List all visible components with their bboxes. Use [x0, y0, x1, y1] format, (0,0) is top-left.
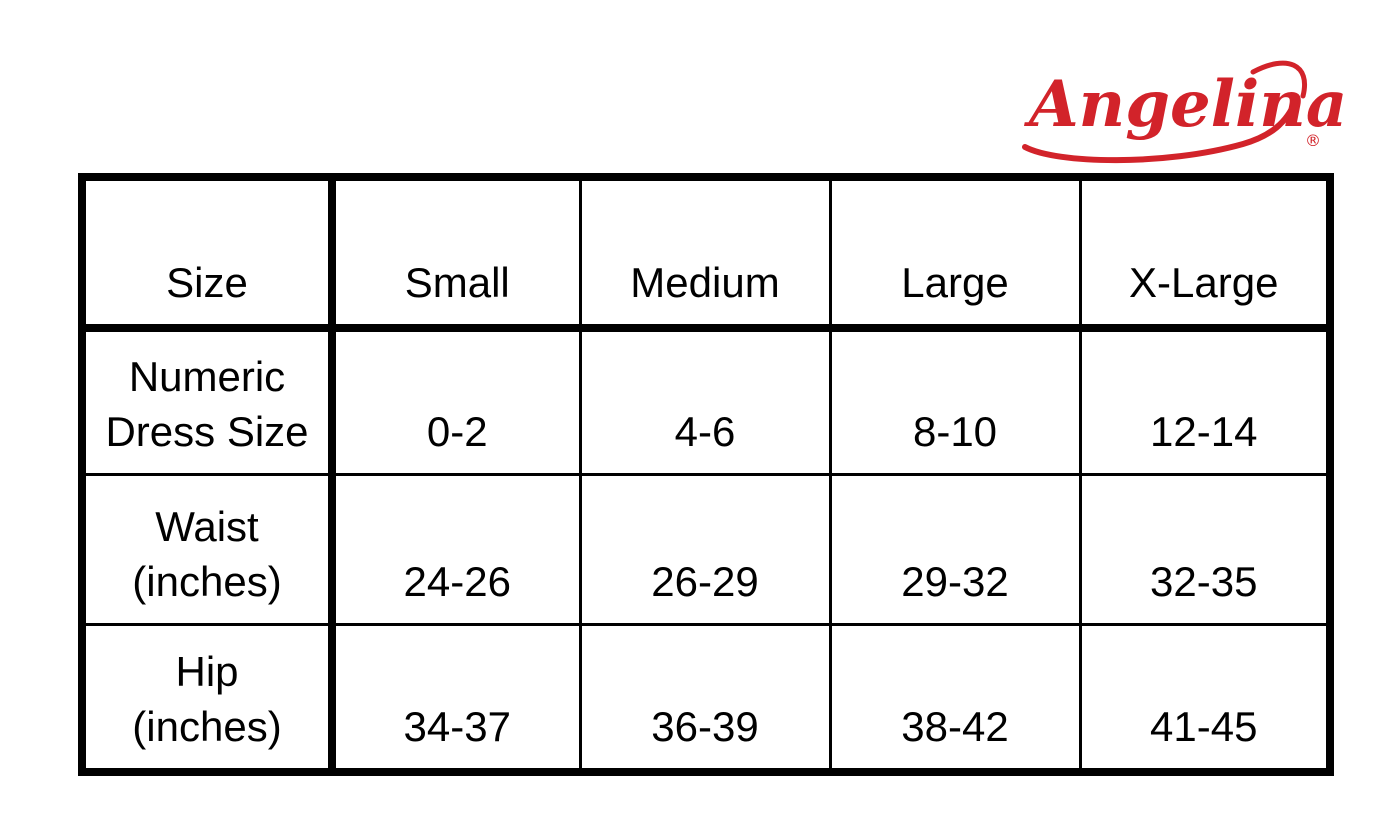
- header-row: Size Small Medium Large X-Large: [80, 175, 1332, 332]
- row-label-line: (inches): [132, 703, 282, 750]
- value-cell: 38-42: [828, 622, 1082, 774]
- column-header-large: Large: [828, 175, 1082, 332]
- table-row-numeric-dress-size: Numeric Dress Size 0-2 4-6 8-10 12-14: [80, 326, 1332, 476]
- value-cell: 29-32: [828, 472, 1082, 626]
- logo-over-flourish: [1250, 60, 1307, 99]
- row-label-waist: Waist (inches): [80, 472, 336, 626]
- row-label-line: Dress Size: [105, 407, 309, 455]
- column-header-small: Small: [330, 175, 582, 332]
- table-row-hip: Hip (inches) 34-37 36-39 38-42 41-45: [80, 622, 1332, 774]
- column-header-x-large: X-Large: [1078, 175, 1332, 332]
- row-label-line: (inches): [132, 557, 282, 605]
- row-label-hip: Hip (inches): [80, 622, 336, 774]
- row-label-line: Numeric: [128, 352, 286, 400]
- row-label-line: Waist: [155, 502, 259, 550]
- value-cell: 24-26: [330, 472, 582, 626]
- registered-trademark-icon: ®: [1305, 131, 1321, 150]
- angelina-logo-graphic: Angelina ®: [1022, 60, 1347, 164]
- value-cell: 8-10: [828, 326, 1082, 476]
- value-cell: 32-35: [1078, 472, 1332, 626]
- table-row-waist: Waist (inches) 24-26 26-29 29-32 32-35: [80, 472, 1332, 626]
- value-cell: 12-14: [1078, 326, 1332, 476]
- value-cell: 34-37: [330, 622, 582, 774]
- column-header-size: Size: [80, 175, 336, 332]
- value-cell: 0-2: [330, 326, 582, 476]
- row-label-line: Hip: [175, 648, 239, 695]
- value-cell: 4-6: [578, 326, 832, 476]
- angelina-logo: Angelina ®: [1015, 50, 1347, 172]
- logo-swash-flourish: [1022, 99, 1298, 164]
- row-label-numeric-dress-size: Numeric Dress Size: [80, 326, 336, 476]
- value-cell: 36-39: [578, 622, 832, 774]
- column-header-medium: Medium: [578, 175, 832, 332]
- value-cell: 26-29: [578, 472, 832, 626]
- value-cell: 41-45: [1078, 622, 1332, 774]
- size-chart-table: Size Small Medium Large X-Large Numeric …: [78, 173, 1334, 776]
